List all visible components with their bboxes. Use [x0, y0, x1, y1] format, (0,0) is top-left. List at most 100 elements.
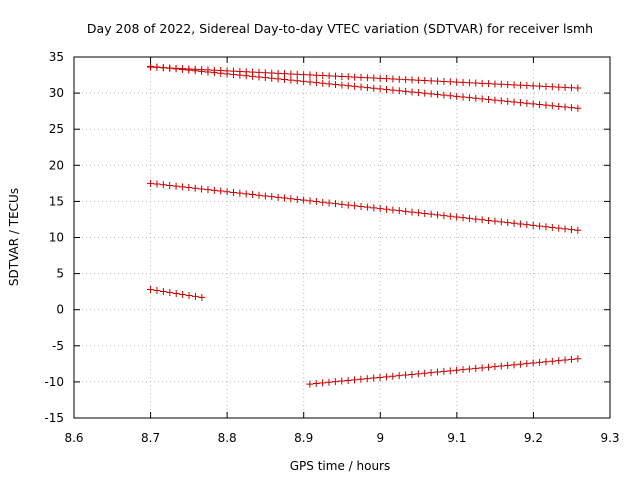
- data-point: [338, 377, 346, 385]
- data-point: [338, 200, 346, 208]
- data-point: [478, 216, 486, 224]
- data-point: [185, 184, 193, 192]
- data-point: [363, 74, 371, 82]
- data-point: [523, 360, 531, 368]
- data-point: [198, 185, 206, 193]
- data-point: [453, 78, 461, 86]
- data-point: [472, 215, 480, 223]
- x-tick-label: 8.8: [218, 431, 237, 445]
- data-point: [351, 202, 359, 210]
- data-point: [542, 82, 550, 90]
- data-point: [312, 71, 320, 79]
- data-point: [523, 221, 531, 229]
- data-point: [414, 370, 422, 378]
- y-tick-labels: -15 -10 -5 0 5 10 15 20 25 30 35: [44, 50, 64, 425]
- y-tick-label: 5: [56, 267, 64, 281]
- data-point: [166, 288, 174, 296]
- data-point: [376, 373, 384, 381]
- y-tick-label: 35: [49, 50, 64, 64]
- data-point: [478, 79, 486, 87]
- data-point: [510, 98, 518, 106]
- y-tick-label: -10: [44, 375, 64, 389]
- data-point: [363, 84, 371, 92]
- data-point: [319, 72, 327, 80]
- data-point: [555, 83, 563, 91]
- data-point: [370, 374, 378, 382]
- data-point: [465, 365, 473, 373]
- data-point: [414, 89, 422, 97]
- data-point: [485, 96, 493, 104]
- data-point: [472, 94, 480, 102]
- data-point: [236, 71, 244, 79]
- data-point: [459, 93, 467, 101]
- axis-ticks: [73, 56, 611, 419]
- data-point: [465, 79, 473, 87]
- data-point: [504, 361, 512, 369]
- data-point: [574, 226, 582, 234]
- data-point: [529, 359, 537, 367]
- data-point: [459, 78, 467, 86]
- data-point: [249, 72, 257, 80]
- data-point: [497, 218, 505, 226]
- data-point: [312, 198, 320, 206]
- data-point: [306, 71, 314, 79]
- data-point: [229, 188, 237, 196]
- data-point: [166, 181, 174, 189]
- data-point: [370, 74, 378, 82]
- data-point: [204, 186, 212, 194]
- data-point: [561, 225, 569, 233]
- data-point: [153, 63, 161, 71]
- data-point: [497, 362, 505, 370]
- data-point: [440, 77, 448, 85]
- data-point: [312, 379, 320, 387]
- data-point: [446, 212, 454, 220]
- data-point: [427, 90, 435, 98]
- data-point: [561, 356, 569, 364]
- data-point: [485, 80, 493, 88]
- data-point: [548, 102, 556, 110]
- data-point: [536, 358, 544, 366]
- data-point: [198, 293, 206, 301]
- data-point: [274, 193, 282, 201]
- data-point: [300, 77, 308, 85]
- data-point: [529, 221, 537, 229]
- data-point: [421, 89, 429, 97]
- data-point: [153, 180, 161, 188]
- data-point: [440, 212, 448, 220]
- data-point: [567, 104, 575, 112]
- data-point: [574, 84, 582, 92]
- series-track-5: [306, 355, 582, 388]
- data-point: [574, 104, 582, 112]
- data-point: [434, 77, 442, 85]
- data-point: [280, 194, 288, 202]
- data-point: [242, 72, 250, 80]
- data-point: [510, 219, 518, 227]
- data-point: [217, 187, 225, 195]
- data-point: [300, 71, 308, 79]
- data-point: [147, 179, 155, 187]
- data-point: [204, 68, 212, 76]
- data-point: [268, 193, 276, 201]
- data-point: [147, 285, 155, 293]
- data-point: [325, 378, 333, 386]
- data-point: [383, 205, 391, 213]
- data-point: [516, 360, 524, 368]
- data-point: [516, 99, 524, 107]
- data-point: [561, 103, 569, 111]
- data-point: [561, 83, 569, 91]
- data-point: [491, 96, 499, 104]
- chart-title: Day 208 of 2022, Sidereal Day-to-day VTE…: [87, 21, 593, 36]
- x-tick-label: 9.3: [600, 431, 619, 445]
- data-point: [548, 357, 556, 365]
- data-point: [287, 76, 295, 84]
- data-point: [529, 82, 537, 90]
- data-point: [376, 85, 384, 93]
- data-point: [363, 375, 371, 383]
- data-point: [363, 203, 371, 211]
- data-point: [402, 207, 410, 215]
- data-point: [383, 86, 391, 94]
- data-point: [191, 184, 199, 192]
- data-point: [402, 87, 410, 95]
- data-point: [389, 75, 397, 83]
- data-point: [319, 379, 327, 387]
